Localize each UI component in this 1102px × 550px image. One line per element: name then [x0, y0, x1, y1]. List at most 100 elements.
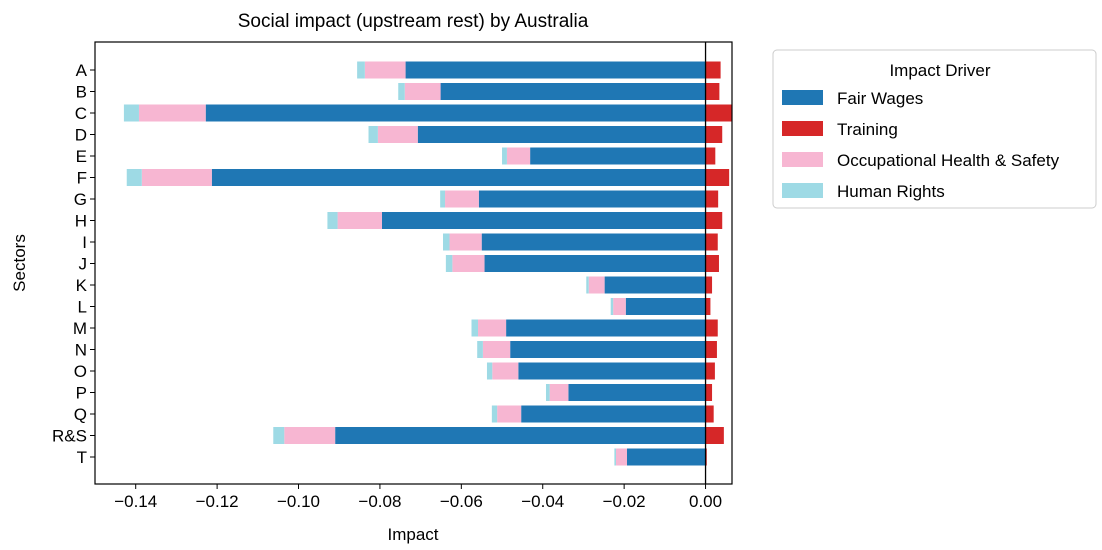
legend-label: Human Rights — [837, 182, 945, 201]
bar-j-training — [705, 255, 719, 272]
bar-e-training — [705, 147, 716, 165]
x-tick-label: −0.14 — [114, 492, 157, 511]
y-tick-label: G — [74, 190, 87, 209]
bar-k-occupational-health-safety — [588, 276, 605, 294]
bar-q-training — [705, 405, 714, 423]
y-tick-label: B — [76, 83, 87, 102]
y-tick-label: J — [79, 255, 88, 274]
bar-p-training — [705, 384, 713, 401]
y-tick-label: R&S — [52, 427, 87, 446]
bar-i-training — [705, 233, 718, 251]
bar-d-training — [705, 126, 723, 143]
bar-rs-training — [705, 427, 724, 444]
y-tick-label: O — [74, 362, 87, 381]
bar-q-occupational-health-safety — [497, 405, 522, 423]
legend: Impact Driver Fair Wages Training Occupati… — [772, 49, 1097, 209]
bar-k-fair-wages — [604, 276, 706, 294]
bar-g-human-rights — [440, 190, 446, 208]
bar-c-occupational-health-safety — [138, 104, 206, 122]
bar-c-human-rights — [123, 104, 139, 122]
x-tick-label: −0.12 — [196, 492, 239, 511]
bar-b-fair-wages — [440, 83, 706, 100]
bar-c-training — [705, 104, 732, 122]
bar-d-fair-wages — [417, 126, 706, 143]
bar-o-human-rights — [486, 362, 493, 380]
bar-t-human-rights — [614, 448, 616, 466]
y-axis-label: Sectors — [10, 234, 29, 292]
x-tick-label: −0.04 — [521, 492, 564, 511]
bar-c-fair-wages — [205, 104, 706, 122]
bar-n-human-rights — [477, 341, 483, 358]
bar-f-human-rights — [126, 169, 142, 186]
y-tick-label: H — [75, 212, 87, 231]
y-tick-label: P — [76, 384, 87, 403]
bar-k-human-rights — [586, 276, 589, 294]
bar-j-occupational-health-safety — [452, 255, 485, 272]
bar-h-occupational-health-safety — [337, 212, 382, 229]
bars-layer — [123, 61, 732, 466]
bar-q-human-rights — [491, 405, 498, 423]
bar-i-human-rights — [443, 233, 450, 251]
bar-l-occupational-health-safety — [613, 298, 626, 315]
bar-d-human-rights — [368, 126, 378, 143]
bar-m-training — [705, 319, 718, 337]
bar-e-fair-wages — [530, 147, 706, 165]
y-tick-label: E — [76, 147, 87, 166]
bar-m-human-rights — [471, 319, 479, 337]
y-tick-label: Q — [74, 405, 87, 424]
bar-rs-occupational-health-safety — [284, 427, 336, 444]
legend-label: Occupational Health & Safety — [837, 151, 1060, 170]
x-tick-label: −0.02 — [603, 492, 646, 511]
bar-f-occupational-health-safety — [141, 169, 212, 186]
bar-j-human-rights — [445, 255, 453, 272]
bar-rs-human-rights — [273, 427, 285, 444]
x-tick-label: −0.10 — [277, 492, 320, 511]
bar-b-human-rights — [398, 83, 405, 100]
bar-a-training — [705, 61, 721, 79]
x-tick-label: 0.00 — [689, 492, 722, 511]
bar-n-occupational-health-safety — [482, 341, 511, 358]
bar-i-fair-wages — [481, 233, 706, 251]
legend-swatch — [782, 121, 823, 136]
legend-label: Fair Wages — [837, 89, 923, 108]
bar-a-human-rights — [357, 61, 365, 79]
bar-o-occupational-health-safety — [492, 362, 519, 380]
y-tick-label: L — [78, 298, 87, 317]
legend-frame — [772, 49, 1097, 209]
x-tick-label: −0.06 — [440, 492, 483, 511]
y-tick-label: I — [82, 233, 87, 252]
bar-t-fair-wages — [626, 448, 706, 466]
y-tick-label: N — [75, 341, 87, 360]
bar-i-occupational-health-safety — [449, 233, 482, 251]
y-tick-label: D — [75, 126, 87, 145]
bar-g-occupational-health-safety — [445, 190, 479, 208]
bar-h-training — [705, 212, 723, 229]
bar-l-fair-wages — [625, 298, 706, 315]
y-tick-label: T — [77, 448, 87, 467]
bar-b-occupational-health-safety — [404, 83, 441, 100]
bar-g-training — [705, 190, 719, 208]
legend-label: Training — [837, 120, 898, 139]
bar-o-training — [705, 362, 715, 380]
y-tick-label: K — [76, 276, 88, 295]
bar-h-human-rights — [327, 212, 338, 229]
bar-j-fair-wages — [484, 255, 706, 272]
bar-f-training — [705, 169, 730, 186]
bar-n-fair-wages — [510, 341, 706, 358]
legend-entries: Fair Wages Training Occupational Health & … — [782, 89, 1060, 201]
bar-k-training — [705, 276, 713, 294]
bar-a-fair-wages — [405, 61, 706, 79]
bar-g-fair-wages — [478, 190, 706, 208]
bar-o-fair-wages — [518, 362, 706, 380]
y-tick-label: M — [73, 319, 87, 338]
bar-rs-fair-wages — [335, 427, 706, 444]
y-tick-label: A — [76, 61, 88, 80]
legend-swatch — [782, 152, 823, 167]
bar-n-training — [705, 341, 717, 358]
bar-l-human-rights — [610, 298, 614, 315]
bar-m-occupational-health-safety — [478, 319, 507, 337]
chart-title: Social impact (upstream rest) by Austral… — [238, 11, 589, 32]
